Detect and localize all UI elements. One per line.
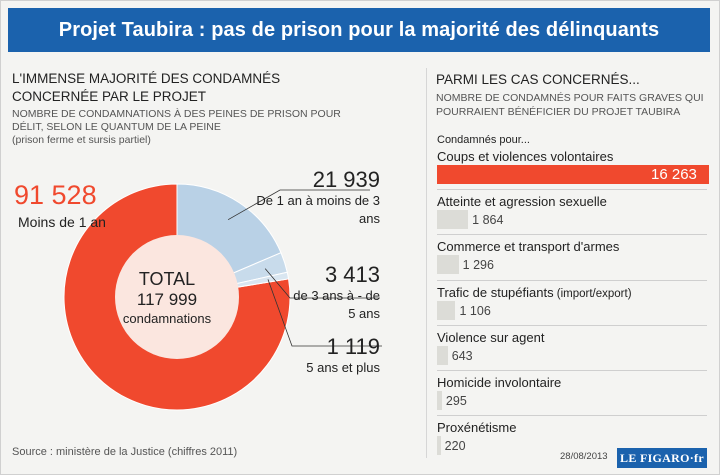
- bar-category-label: Coups et violences volontaires: [437, 149, 614, 164]
- slice-3-value: 1 119: [326, 334, 380, 359]
- right-subheading: NOMBRE DE CONDAMNÉS POUR FAITS GRAVES QU…: [436, 92, 704, 118]
- bar-separator: [437, 415, 707, 417]
- bar-value-6: 220: [444, 439, 466, 454]
- left-heading: L'IMMENSE MAJORITÉ DES CONDAMNÉS CONCERN…: [12, 71, 281, 104]
- left-subheading: NOMBRE DE CONDAMNATIONS À DES PEINES DE …: [12, 108, 341, 133]
- bar-2: [437, 255, 459, 275]
- bar-separator: [437, 324, 707, 326]
- bar-separator: [437, 189, 707, 191]
- slice-1-label: De 1 an à moins de 3 ans: [256, 193, 380, 226]
- total-unit: condamnations: [122, 311, 212, 326]
- bar-category-note: (import/export): [553, 287, 632, 300]
- bar-category-label: Trafic de stupéfiants: [437, 284, 554, 300]
- bar-category-5: Homicide involontaire: [437, 375, 561, 390]
- slice-2-value: 3 413: [324, 262, 380, 287]
- bar-value-1: 1 864: [472, 213, 504, 228]
- right-heading: PARMI LES CAS CONCERNÉS...: [436, 72, 640, 87]
- bar-category-label: Atteinte et agression sexuelle: [437, 194, 607, 210]
- bar-category-0: Coups et violences volontaires: [437, 149, 613, 164]
- bar-value-3: 1 106: [459, 303, 491, 318]
- bar-value-5: 295: [445, 394, 467, 408]
- bar-category-4: Violence sur agent: [437, 330, 544, 345]
- date-stamp: 28/08/2013: [560, 451, 608, 462]
- bar-0: [437, 165, 709, 184]
- page-title: Projet Taubira : pas de prison pour la m…: [8, 8, 710, 52]
- leader-line-2: [264, 268, 380, 299]
- pie-total: TOTAL 117 999 condamnations: [102, 268, 232, 328]
- bar-4: [437, 345, 448, 365]
- bar-6: [437, 436, 441, 456]
- condamnes-pour: Condamnés pour...: [437, 134, 530, 146]
- slice-0-value: 91 528: [14, 180, 97, 210]
- leader-line-1: [227, 189, 370, 221]
- total-label: TOTAL: [138, 269, 196, 289]
- bar-category-1: Atteinte et agression sexuelle: [437, 194, 607, 209]
- pie-chart: [63, 183, 382, 411]
- bar-1: [437, 210, 469, 230]
- leader-line-3: [267, 279, 382, 347]
- figaro-logo: LE FIGARO·fr: [617, 448, 707, 468]
- bar-value-0: 16 263: [651, 166, 697, 183]
- bar-category-3: Trafic de stupéfiants (import/export): [437, 285, 632, 300]
- left-note: (prison ferme et sursis partiel): [12, 134, 151, 146]
- slice-1-callout: 21 939 De 1 an à moins de 3 ans: [256, 167, 380, 228]
- slice-0-label: Moins de 1 an: [18, 214, 106, 230]
- bar-3: [437, 300, 456, 320]
- slice-2-label: de 3 ans à - de 5 ans: [293, 288, 380, 321]
- pie-slice-0: [63, 183, 291, 411]
- source-note: Source : ministère de la Justice (chiffr…: [12, 446, 238, 458]
- slice-1-value: 21 939: [312, 167, 380, 192]
- bar-separator: [437, 370, 707, 371]
- bar-category-2: Commerce et transport d'armes: [437, 239, 619, 254]
- bar-separator: [437, 279, 707, 281]
- panel-divider: [426, 68, 427, 458]
- bar-5: [437, 391, 442, 410]
- bar-value-2: 1 296: [462, 258, 494, 273]
- bar-value-4: 643: [451, 348, 473, 363]
- bar-category-label: Commerce et transport d'armes: [437, 239, 620, 255]
- slice-3-callout: 1 119 5 ans et plus: [282, 335, 380, 377]
- bar-category-label: Homicide involontaire: [437, 375, 562, 390]
- slice-3-label: 5 ans et plus: [306, 360, 380, 375]
- bar-separator: [437, 234, 707, 236]
- total-value: 117 999: [136, 290, 198, 309]
- bar-category-label: Violence sur agent: [437, 329, 545, 345]
- bar-category-6: Proxénétisme: [437, 420, 516, 435]
- pie-center: [115, 235, 239, 359]
- bar-category-label: Proxénétisme: [437, 420, 517, 436]
- slice-2-callout: 3 413 de 3 ans à - de 5 ans: [292, 263, 380, 323]
